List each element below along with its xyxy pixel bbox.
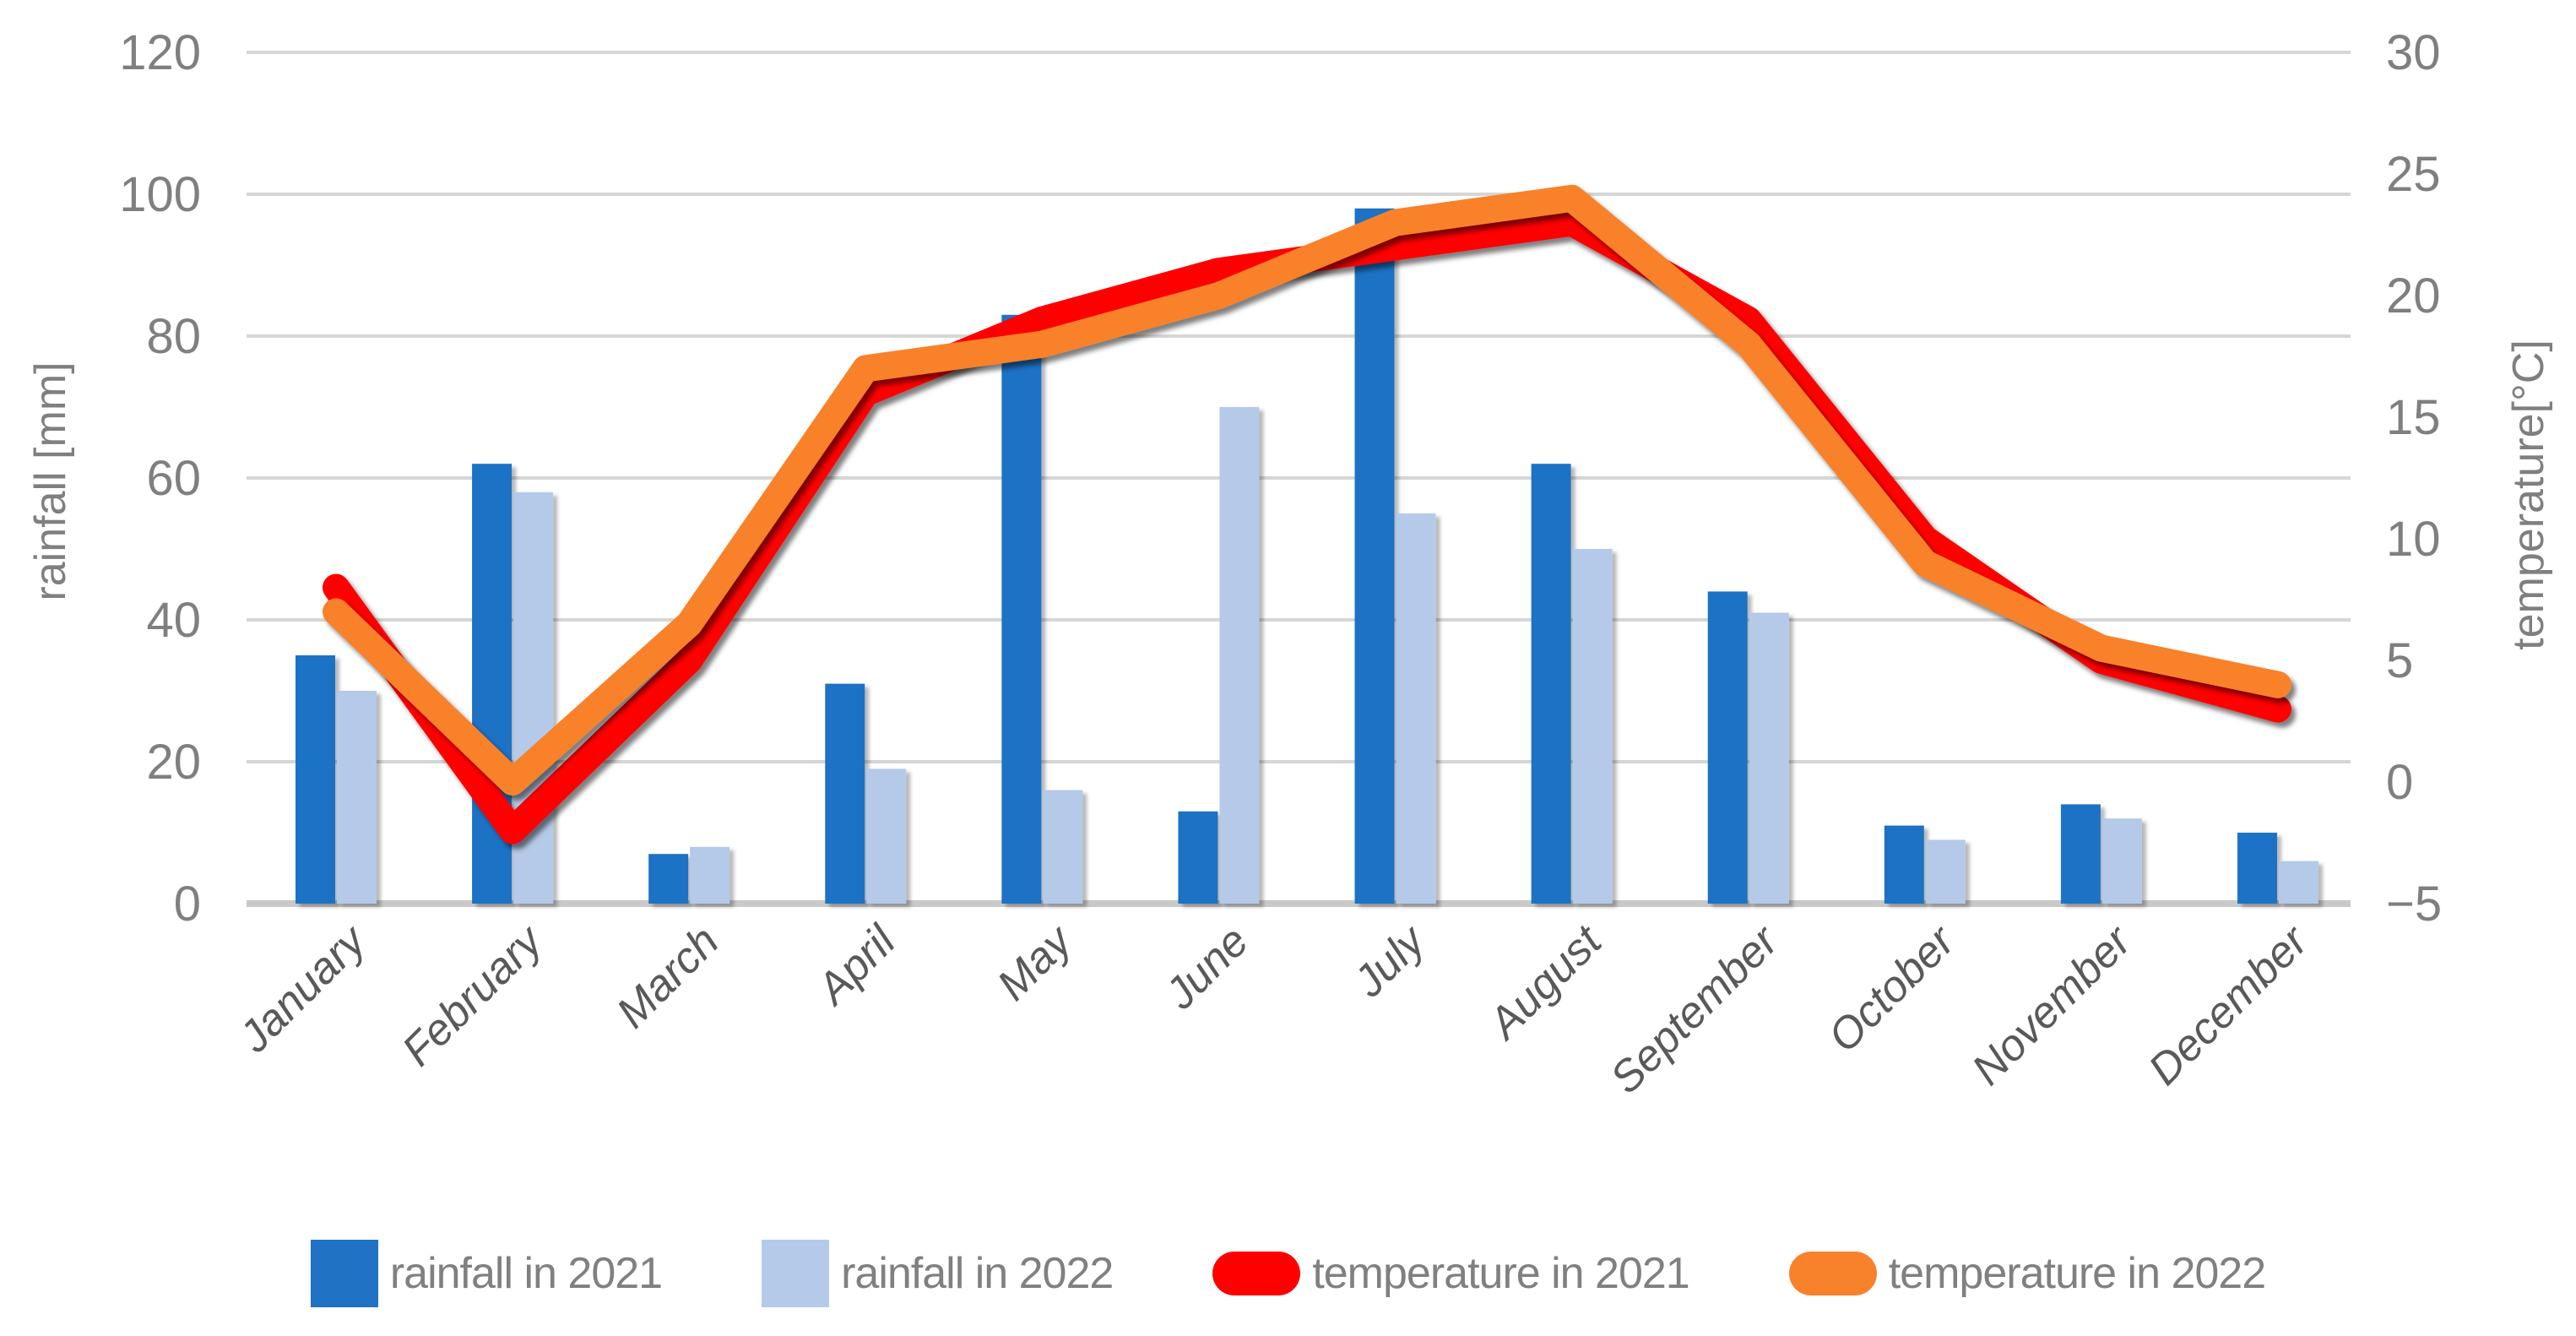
bar bbox=[2237, 833, 2277, 904]
month-label: May bbox=[988, 915, 1083, 1010]
bar-series-rainfall-in-2021 bbox=[296, 208, 2277, 904]
bar bbox=[1884, 825, 1924, 904]
legend-label: rainfall in 2022 bbox=[841, 1249, 1114, 1298]
legend-item-temperature-2021: temperature in 2021 bbox=[1212, 1248, 1690, 1299]
right-axis-tick: 15 bbox=[2386, 390, 2441, 445]
left-axis-tick: 80 bbox=[146, 309, 201, 364]
rainfall-2022-swatch-icon bbox=[762, 1240, 830, 1307]
bar bbox=[1178, 811, 1218, 904]
bar bbox=[1219, 407, 1260, 904]
line-series-temperature-in-2022 bbox=[323, 184, 2291, 796]
left-axis-tick-labels: 0 20 40 60 80 100 120 bbox=[119, 25, 201, 931]
left-axis-tick: 100 bbox=[119, 167, 201, 222]
bar bbox=[648, 854, 689, 904]
bar bbox=[690, 846, 730, 904]
bar bbox=[1572, 549, 1613, 904]
bar bbox=[1001, 314, 1042, 904]
left-axis-tick: 20 bbox=[146, 735, 201, 790]
temperature-2022-swatch-icon bbox=[1788, 1252, 1877, 1295]
legend-label: temperature in 2021 bbox=[1312, 1249, 1689, 1298]
left-axis-tick: 60 bbox=[146, 451, 201, 506]
month-label: August bbox=[1478, 915, 1613, 1050]
legend-label: rainfall in 2021 bbox=[389, 1249, 663, 1298]
month-label: July bbox=[1344, 915, 1436, 1007]
month-label: November bbox=[1963, 915, 2143, 1095]
left-axis-tick: 40 bbox=[146, 593, 201, 648]
month-label: June bbox=[1155, 916, 1257, 1018]
line-series-temperature-in-2021 bbox=[323, 209, 2291, 845]
bar bbox=[296, 655, 335, 904]
right-axis-tick: −5 bbox=[2386, 877, 2442, 931]
month-labels: January February March April May June July Augu… bbox=[230, 915, 2318, 1103]
right-axis-tick: 20 bbox=[2386, 269, 2441, 323]
left-axis-tick: 0 bbox=[174, 877, 201, 931]
right-axis-tick: 10 bbox=[2386, 512, 2441, 567]
right-axis-tick: 30 bbox=[2386, 25, 2441, 80]
bar bbox=[2101, 818, 2142, 904]
legend-item-temperature-2022: temperature in 2022 bbox=[1788, 1248, 2266, 1299]
rainfall-2021-swatch-icon bbox=[310, 1240, 378, 1307]
right-axis-tick: 0 bbox=[2386, 755, 2413, 810]
bar bbox=[2278, 861, 2318, 904]
bar bbox=[2060, 804, 2101, 904]
bar bbox=[1925, 839, 1966, 904]
month-label: December bbox=[2139, 915, 2319, 1095]
legend-item-rainfall-2022: rainfall in 2022 bbox=[762, 1240, 1114, 1307]
legend-label: temperature in 2022 bbox=[1888, 1249, 2266, 1298]
month-label: March bbox=[607, 916, 728, 1037]
chart-legend: rainfall in 2021 rainfall in 2022 temper… bbox=[0, 1240, 2576, 1307]
month-label: April bbox=[806, 915, 906, 1015]
bar bbox=[825, 683, 865, 904]
bar bbox=[866, 768, 907, 904]
bar bbox=[1354, 208, 1395, 904]
right-axis-tick: 25 bbox=[2386, 147, 2441, 202]
month-label: January bbox=[230, 915, 377, 1062]
bar bbox=[1531, 464, 1571, 904]
left-axis-tick: 120 bbox=[119, 25, 201, 80]
bar bbox=[1396, 513, 1436, 904]
left-axis-title: rainfall [mm] bbox=[26, 361, 75, 601]
month-label: October bbox=[1819, 915, 1966, 1062]
right-axis-tick-labels: −5 0 5 10 15 20 25 30 bbox=[2386, 25, 2442, 931]
right-axis-tick: 5 bbox=[2386, 633, 2413, 688]
bar bbox=[1749, 612, 1789, 904]
bar bbox=[337, 691, 377, 904]
month-label: September bbox=[1601, 915, 1789, 1104]
temperature-2021-swatch-icon bbox=[1212, 1252, 1301, 1295]
right-axis-title: temperature[°C] bbox=[2504, 339, 2553, 650]
bar bbox=[1043, 790, 1083, 904]
month-label: February bbox=[393, 915, 553, 1075]
bar bbox=[1707, 591, 1748, 904]
legend-item-rainfall-2021: rainfall in 2021 bbox=[310, 1240, 663, 1307]
